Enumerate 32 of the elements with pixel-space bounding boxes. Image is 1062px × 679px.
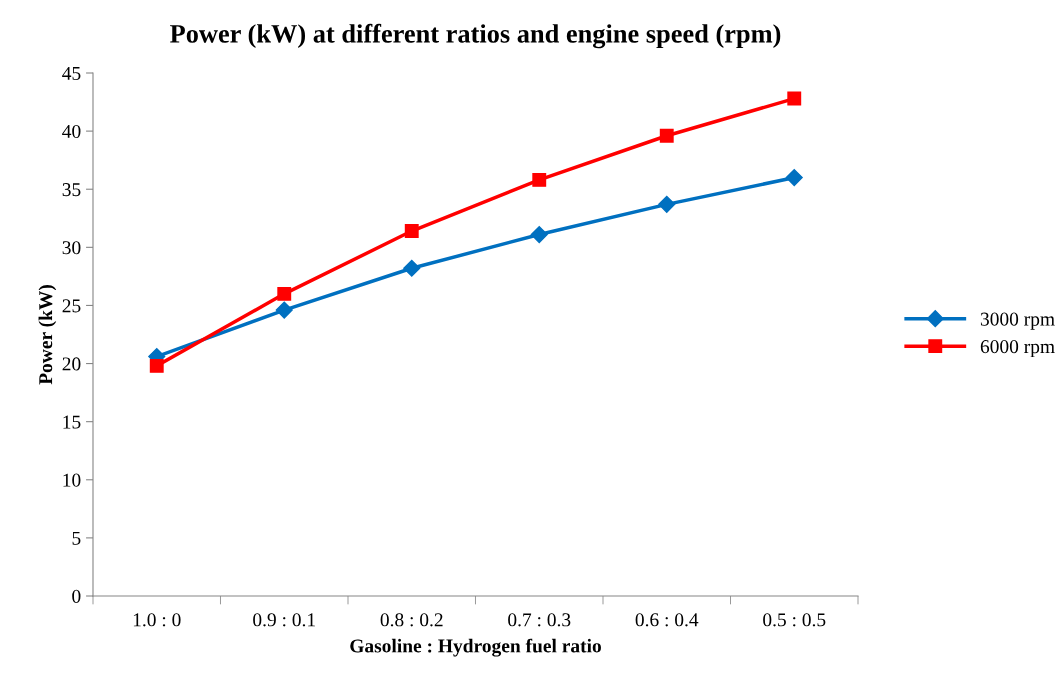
y-axis-title: Power (kW) [38,285,57,385]
point [149,358,164,373]
y-tick-label: 10 [63,473,81,487]
y-tick-label: 35 [62,183,81,197]
y-tick-label: 40 [62,124,81,139]
x-tick-label: 0.7 : 0.3 [508,613,571,627]
point [532,172,547,187]
point [277,286,292,301]
point [785,169,803,187]
x-axis-title: Gasoline : Hydrogen fuel ratio [350,638,601,657]
y-tick-label: 25 [62,299,81,313]
x-tick-label: 0.8 : 0.2 [380,613,443,627]
legend-label: 6000 rpm [980,340,1055,358]
legend-label: 3000 rpm [980,312,1055,330]
point [404,224,419,239]
x-tick-label: 1.0 : 0 [133,613,181,627]
point [787,91,802,106]
point [658,195,676,213]
x-tick-label: 0.5 : 0.5 [763,613,826,627]
chart-title: Power (kW) at different ratios and engine speed (rpm) [170,23,781,49]
point [659,128,674,143]
y-tick-label: 5 [72,531,81,545]
x-tick-label: 0.9 : 0.1 [253,613,315,627]
x-tick-label: 0.6 : 0.4 [635,613,699,627]
y-tick-label: 15 [63,415,81,429]
y-tick-label: 0 [72,589,81,603]
y-tick-label: 30 [62,241,81,255]
point [530,225,548,244]
y-tick-label: 45 [62,66,81,80]
y-tick-label: 20 [62,357,81,371]
point [275,301,293,319]
point [403,259,421,277]
